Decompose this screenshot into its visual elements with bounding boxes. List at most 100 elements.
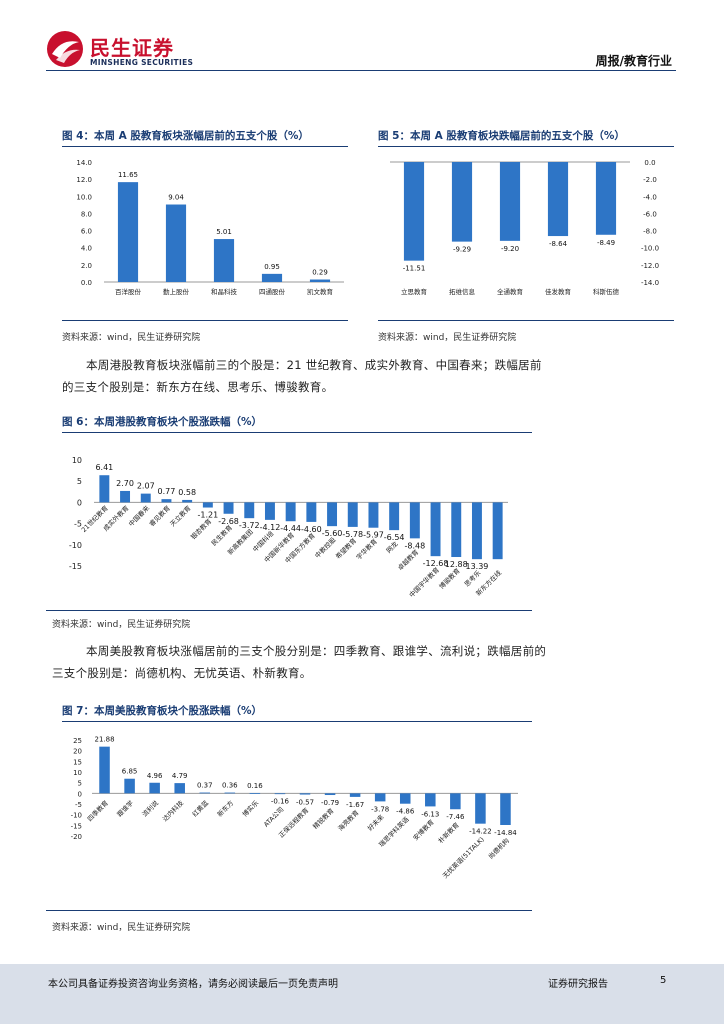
data-label: -9.29	[453, 246, 471, 254]
data-label: 4.96	[147, 772, 163, 780]
x-tick-label: ATA公司	[262, 805, 285, 828]
fig6-title: 图 6：本周港股教育板块个股涨跌幅（%）	[62, 416, 262, 428]
data-label: -8.64	[549, 240, 568, 248]
bar	[223, 502, 234, 514]
x-tick-label: 百洋股份	[115, 287, 142, 296]
bar	[244, 502, 255, 519]
fig4-chart: 14.0 12.0 10.0 8.0 6.0 4.0 2.0 0.0 11.65 9.04 5.01…	[76, 159, 344, 296]
x-tick-label: 全通教育	[497, 287, 524, 296]
data-label: 0.16	[247, 782, 263, 790]
bar	[430, 502, 441, 557]
bar	[451, 162, 473, 242]
bar	[199, 792, 211, 794]
bar	[403, 162, 425, 261]
fig7-title: 图 7：本周美股教育板块个股涨跌幅（%）	[62, 705, 262, 717]
data-label: 5.01	[216, 228, 232, 236]
y-tick-label: 4.0	[81, 245, 92, 253]
x-tick-label: 无忧英语(51TALK)	[440, 835, 485, 880]
data-label: -3.78	[371, 805, 389, 813]
y-tick-label: 20	[73, 748, 82, 756]
y-tick-label: 14.0	[76, 159, 92, 167]
y-tick-label: 15	[73, 758, 82, 766]
y-tick-label: 6.0	[81, 228, 92, 236]
bar	[471, 502, 482, 560]
bar	[547, 162, 569, 237]
bar	[264, 502, 275, 520]
y-tick-label: -20	[71, 833, 82, 841]
x-tick-label: 勤上股份	[163, 287, 190, 296]
x-tick-label: 流利说	[140, 798, 161, 819]
data-label: -12.68	[423, 559, 449, 568]
bar	[450, 793, 461, 810]
fig6-chart: 10 5 0 -5 -10 -15 6.412.70 2.070.77 0.58 -1.21-2.…	[69, 456, 508, 599]
bar	[595, 162, 617, 235]
y-tick-label: -14.0	[641, 279, 659, 287]
bar	[389, 502, 400, 531]
y-tick-label: -8.0	[643, 228, 657, 236]
bar	[120, 490, 131, 503]
data-label: 11.65	[118, 171, 138, 179]
x-tick-label: 立思教育	[401, 287, 428, 296]
bar	[347, 502, 358, 527]
data-label: -6.54	[384, 533, 405, 542]
data-label: 2.07	[137, 482, 155, 491]
brand-name: 民生证券	[90, 36, 174, 60]
bar	[475, 793, 486, 824]
bar	[99, 475, 110, 503]
x-tick-label: 中国春来	[126, 503, 151, 528]
data-label: -7.46	[446, 813, 465, 821]
y-tick-label: 10	[72, 456, 82, 465]
data-label: -2.68	[218, 517, 239, 526]
y-tick-label: 0	[78, 790, 82, 798]
data-label: 0.36	[222, 782, 238, 790]
bar	[249, 792, 261, 794]
y-tick-label: 8.0	[81, 210, 92, 218]
paragraph-hk-line2: 的三支个股别是：新东方在线、思考乐、博骏教育。	[62, 380, 334, 394]
bar	[327, 502, 338, 527]
data-label: -6.13	[421, 810, 439, 818]
data-label: 6.41	[95, 463, 113, 472]
fig5-bottom-rule	[378, 320, 674, 321]
fig5-chart: 0.0 -2.0 -4.0 -6.0 -8.0 -10.0 -12.0 -14.0 -11.51…	[390, 159, 659, 296]
bar	[299, 793, 311, 795]
y-tick-label: -15	[71, 822, 82, 830]
bar	[202, 502, 213, 508]
data-label: -0.79	[321, 799, 339, 807]
fig6-bottom-rule	[46, 610, 532, 611]
fig4-bottom-rule	[62, 320, 348, 321]
data-label: 0.58	[178, 488, 196, 497]
y-tick-label: 12.0	[76, 176, 92, 184]
data-label: 21.88	[95, 736, 115, 744]
bar	[224, 792, 236, 794]
header-divider	[46, 70, 676, 71]
y-tick-label: -5	[75, 801, 82, 809]
x-tick-label: 红黄蓝	[190, 798, 211, 819]
data-label: -1.21	[197, 511, 218, 520]
x-tick-label: 科斯伍德	[593, 287, 620, 296]
data-label: 0.95	[264, 263, 280, 271]
bar	[425, 793, 436, 807]
data-label: 13.39	[465, 562, 488, 571]
data-label: -5.97	[363, 531, 384, 540]
paragraph-hk-line1: 本周港股教育板块涨幅前三的个股是：21 世纪教育、成实外教育、中国春来；跌幅居前	[86, 358, 542, 372]
data-label: -14.22	[469, 828, 492, 836]
y-tick-label: 25	[73, 737, 82, 745]
paragraph-us-line1: 本周美股教育板块涨幅居前的三支个股分别是：四季教育、跟谁学、流利说；跌幅居前的	[86, 644, 547, 658]
y-tick-label: -4.0	[643, 193, 657, 201]
data-label: 12.88	[445, 560, 468, 569]
fig5-top-rule	[378, 146, 674, 147]
footer-doc-type: 证券研究报告	[548, 979, 608, 990]
x-tick-label: 银杏教育	[189, 516, 214, 541]
page-number: 5	[660, 975, 667, 986]
data-label: 0.37	[197, 782, 213, 790]
data-label: -4.60	[301, 525, 322, 534]
x-tick-label: 天立教育	[168, 503, 193, 528]
y-tick-label: 0.0	[644, 159, 655, 167]
data-label: 6.85	[122, 768, 138, 776]
bar	[399, 793, 411, 804]
data-label: -4.86	[396, 808, 415, 816]
x-tick-label: 跟谁学	[115, 798, 136, 819]
bar	[368, 502, 379, 528]
y-tick-label: 5	[77, 477, 82, 486]
bar	[213, 239, 235, 282]
